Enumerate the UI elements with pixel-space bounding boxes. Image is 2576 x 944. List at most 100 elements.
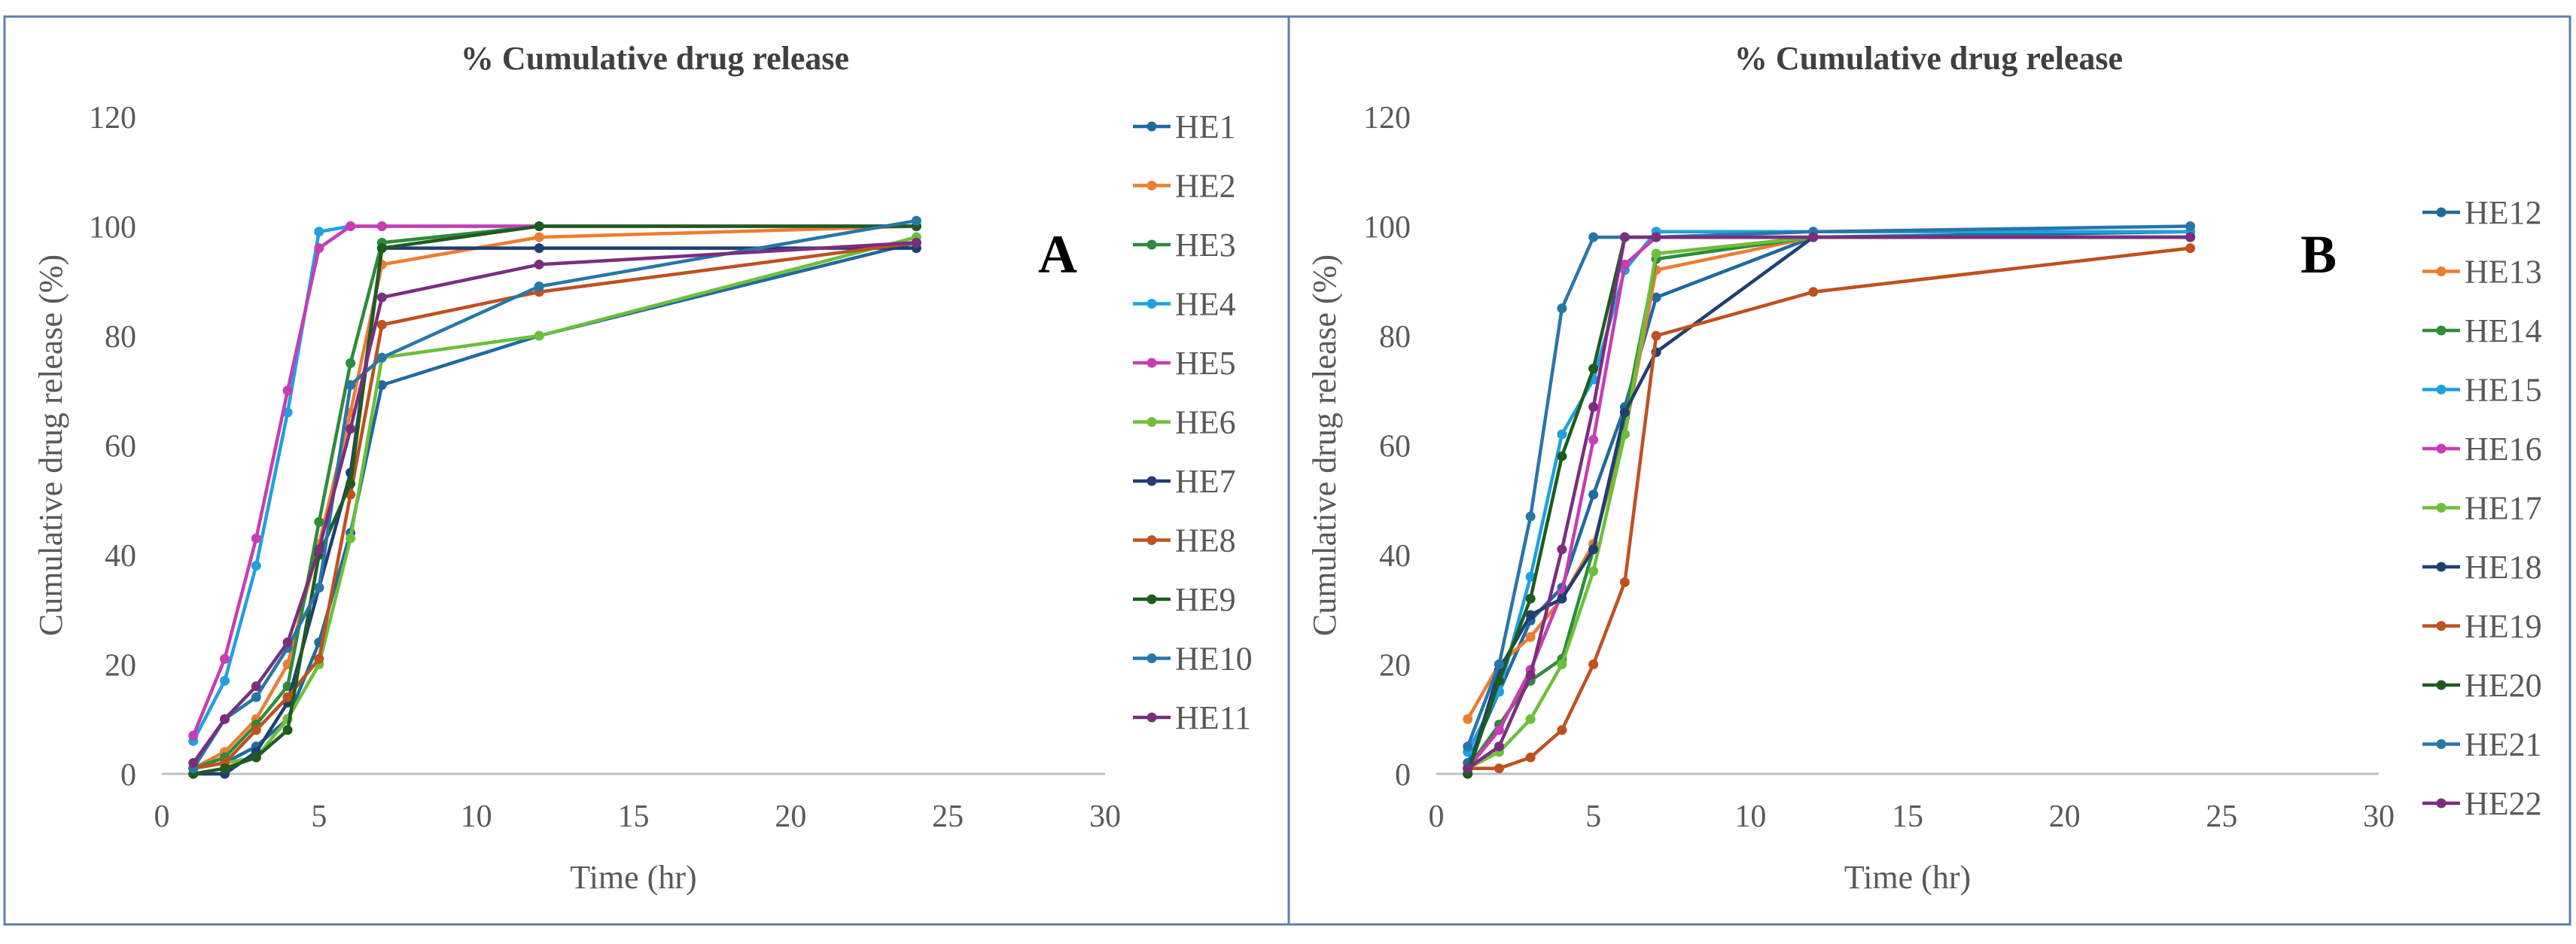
panel-a-legend-label-he7: HE7: [1175, 463, 1236, 500]
panel-b-data-point-he17: [1651, 248, 1661, 259]
panel-a-data-point-he8: [251, 725, 261, 735]
panel-b-data-point-he22: [1619, 232, 1630, 242]
panel-b-y-axis-label: Cumulative drug release (%): [1306, 254, 1343, 636]
panel-a-data-point-he2: [534, 232, 544, 242]
panel-a-legend-label-he3: HE3: [1175, 227, 1236, 263]
panel-b-legend-marker-he15: [2436, 385, 2447, 394]
panel-b-y-tick-label: 120: [1363, 101, 1411, 136]
panel-a-data-point-he11: [220, 714, 230, 724]
panel-b-data-point-he22: [1808, 232, 1819, 242]
panel-a-data-point-he1: [376, 379, 387, 390]
panel-a-data-point-he6: [346, 533, 356, 544]
panel-b-legend-label-he22: HE22: [2465, 785, 2542, 822]
panel-a-data-point-he10: [346, 379, 356, 390]
panel-a-data-point-he9: [534, 221, 544, 231]
panel-a-data-point-he5: [282, 385, 293, 396]
panel-a-data-point-he7: [534, 243, 544, 254]
panel-a-legend-marker-he5: [1146, 358, 1157, 368]
panel-b-legend-marker-he21: [2436, 739, 2447, 749]
panel-b-y-tick-label: 40: [1379, 539, 1411, 574]
panel-a-data-point-he3: [346, 358, 356, 368]
panel-b-legend-label-he12: HE12: [2465, 194, 2542, 231]
panel-a-legend-marker-he1: [1146, 121, 1157, 132]
panel-b-data-point-he18: [1619, 407, 1630, 418]
panel-b-y-tick-label: 80: [1379, 320, 1411, 355]
panel-b-data-point-he21: [1588, 232, 1599, 242]
panel-b-x-tick-label: 25: [2206, 799, 2237, 834]
panel-b-data-point-he18: [1525, 610, 1536, 620]
panel-a-title: % Cumulative drug release: [461, 40, 849, 77]
panel-a-data-point-he5: [188, 730, 199, 741]
panel-b-data-point-he21: [1494, 659, 1504, 669]
panel-a-data-point-he5: [220, 653, 230, 664]
panel-a-data-point-he4: [314, 227, 324, 237]
panel-a-x-tick-label: 10: [461, 799, 492, 834]
panel-a-data-point-he11: [911, 237, 921, 248]
panel-a-data-point-he10: [376, 352, 387, 363]
panel-a-legend-label-he6: HE6: [1175, 404, 1236, 441]
panel-a-data-point-he6: [534, 330, 544, 341]
panel-a-data-point-he9: [282, 725, 293, 735]
panel-b-data-point-he22: [1588, 402, 1599, 413]
panel-b-border: [1287, 15, 2571, 926]
panel-b-legend-marker-he22: [2436, 798, 2447, 808]
panel-b-legend-marker-he12: [2436, 207, 2447, 218]
panel-a-data-point-he9: [346, 478, 356, 489]
panel-b-x-tick-label: 5: [1585, 799, 1601, 834]
panel-a-x-axis-label: Time (hr): [570, 859, 696, 896]
panel-a-data-point-he4: [251, 561, 261, 571]
panel-b-legend-marker-he16: [2436, 443, 2447, 454]
panel-a-data-point-he10: [314, 583, 324, 593]
panel-b-data-point-he21: [1463, 741, 1473, 752]
panel-a-y-tick-label: 0: [120, 758, 136, 793]
panel-b-legend-label-he21: HE21: [2465, 726, 2542, 763]
panel-a-data-point-he5: [376, 221, 387, 231]
panel-b-data-point-he20: [1557, 451, 1567, 461]
panel-b-legend-label-he19: HE19: [2465, 608, 2542, 645]
panel-a-x-tick-label: 25: [932, 799, 964, 834]
panel-b-legend-label-he14: HE14: [2465, 312, 2542, 349]
panel-b-legend-label-he13: HE13: [2465, 254, 2542, 291]
panel-b-x-tick-label: 0: [1429, 799, 1445, 834]
panel-b-data-point-he22: [1651, 232, 1661, 242]
panel-b-data-point-he17: [1588, 566, 1599, 577]
panel-a-data-point-he4: [220, 675, 230, 686]
panel-a-legend-marker-he10: [1146, 653, 1157, 663]
panel-b-data-point-he19: [1557, 725, 1567, 735]
panel-b-y-tick-label: 20: [1379, 649, 1411, 684]
panel-b-data-point-he19: [1619, 577, 1630, 587]
panel-b-data-point-he21: [1525, 511, 1536, 522]
panel-b-x-axis-label: Time (hr): [1844, 859, 1971, 896]
panel-a-data-point-he9: [376, 243, 387, 254]
panel-a-x-tick-label: 5: [311, 799, 327, 834]
panel-a-x-tick-label: 30: [1089, 799, 1121, 834]
panel-b-data-point-he17: [1525, 714, 1536, 724]
panel-b-data-point-he19: [1525, 752, 1536, 763]
panel-b-legend-marker-he20: [2436, 680, 2447, 690]
panel-b-data-point-he21: [2185, 221, 2196, 231]
panel-a-legend-label-he9: HE9: [1175, 581, 1236, 618]
panel-b-legend-marker-he18: [2436, 562, 2447, 572]
panel-b-data-point-he18: [1588, 544, 1599, 555]
panel-a-data-point-he11: [346, 424, 356, 434]
panel-a-y-axis-label: Cumulative drug release (%): [32, 254, 69, 636]
panel-b-legend-label-he16: HE16: [2465, 431, 2542, 467]
panel-b-title: % Cumulative drug release: [1734, 40, 2123, 77]
panel-b-data-point-he20: [1588, 364, 1599, 374]
panel-b-x-tick-label: 10: [1734, 799, 1766, 834]
panel-b-data-point-he22: [1525, 670, 1536, 681]
panel-a-data-point-he11: [282, 637, 293, 647]
panel-b-data-point-he17: [1557, 659, 1567, 669]
panel-b-data-point-he12: [1588, 489, 1599, 500]
panel-b-x-tick-label: 20: [2049, 799, 2081, 834]
panel-a-data-point-he11: [188, 757, 199, 768]
panel-a-y-tick-label: 120: [89, 101, 136, 136]
panel-b-data-point-he15: [1557, 429, 1567, 440]
panel-b-data-point-he19: [1651, 330, 1661, 341]
panel-b-legend-label-he15: HE15: [2465, 372, 2542, 409]
panel-a-y-tick-label: 20: [105, 649, 136, 684]
panel-a: % Cumulative drug release020406080100120…: [32, 40, 1253, 896]
panel-a-x-tick-label: 15: [618, 799, 650, 834]
panel-a-legend-label-he8: HE8: [1175, 522, 1236, 559]
panel-b: % Cumulative drug release020406080100120…: [1306, 40, 2542, 896]
